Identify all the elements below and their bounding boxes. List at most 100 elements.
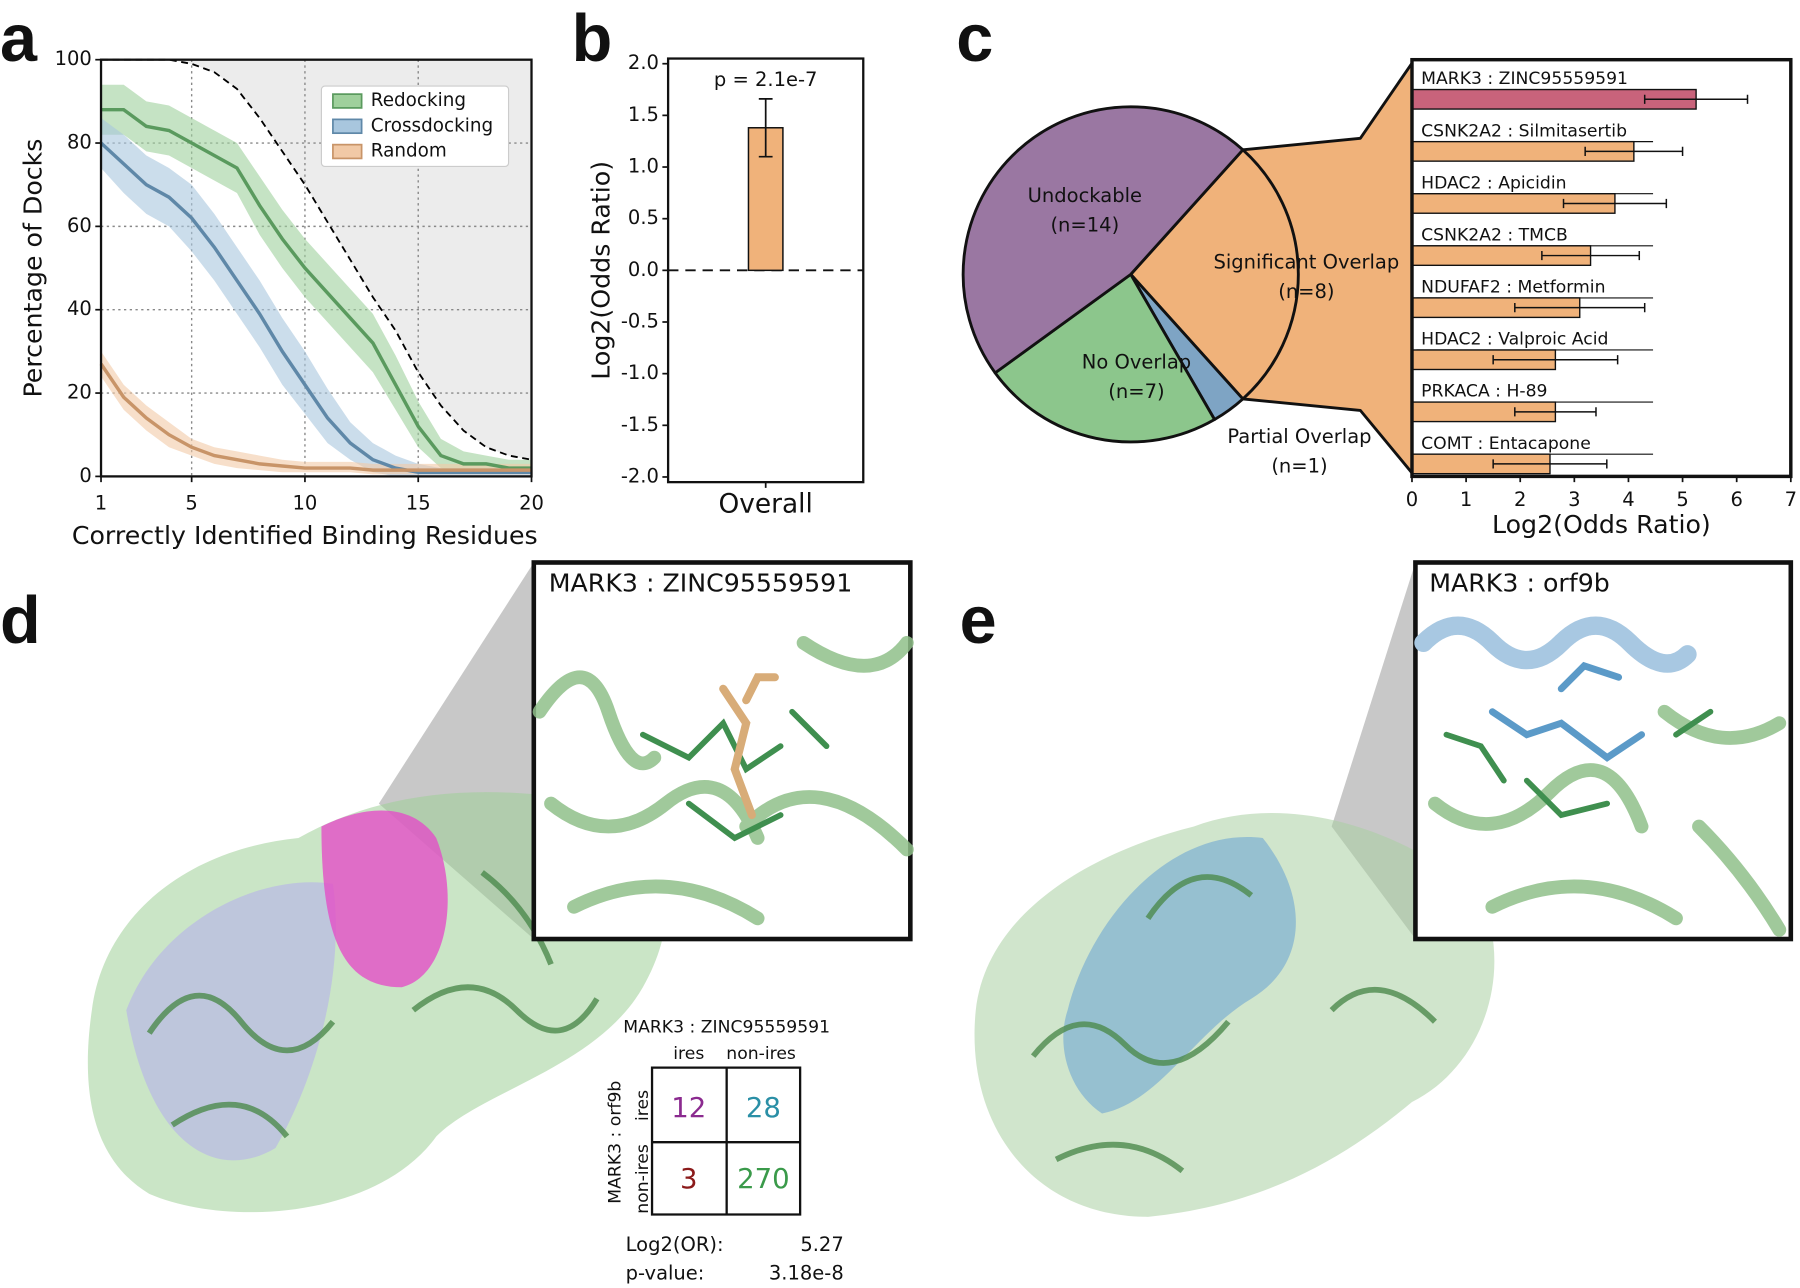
y-tick-label: 100 bbox=[55, 47, 92, 70]
slice-label: Significant Overlap bbox=[1213, 250, 1399, 273]
y-tick-label: 60 bbox=[67, 214, 92, 237]
error-bar bbox=[1492, 459, 1608, 469]
slice-label: Partial Overlap bbox=[1227, 425, 1371, 448]
column-header: ires bbox=[673, 1044, 704, 1064]
panel-label: c bbox=[956, 2, 993, 76]
x-tick-label: 20 bbox=[519, 491, 544, 514]
stat-value: 3.18e-8 bbox=[769, 1262, 844, 1285]
stat-value: 5.27 bbox=[800, 1233, 843, 1256]
slice-label: No Overlap bbox=[1082, 350, 1191, 373]
table-cell: 270 bbox=[737, 1163, 790, 1195]
inset-structure-e bbox=[1414, 616, 1787, 937]
slice-value-label: (n=8) bbox=[1278, 280, 1334, 303]
legend-swatch bbox=[332, 118, 363, 135]
error-bar bbox=[1541, 250, 1641, 261]
bar-label: PRKACA : H-89 bbox=[1421, 382, 1547, 402]
y-tick-label: 0.5 bbox=[628, 206, 659, 229]
table-title: MARK3 : ZINC95559591 bbox=[623, 1017, 830, 1037]
error-bar bbox=[1562, 198, 1668, 209]
y-tick-label: 0 bbox=[79, 464, 91, 487]
line bbox=[99, 362, 532, 472]
row-header: non-ires bbox=[633, 1144, 653, 1214]
error-bar bbox=[1492, 355, 1619, 365]
legend-swatch bbox=[332, 93, 363, 109]
x-tick-label: 5 bbox=[185, 491, 197, 514]
table-cell: 28 bbox=[746, 1092, 781, 1124]
x-tick-label: 1 bbox=[95, 491, 107, 514]
x-tick-label: 0 bbox=[1406, 488, 1418, 511]
inset-structure-d bbox=[532, 635, 914, 926]
pie-slice bbox=[961, 105, 1245, 375]
x-tick-label: 7 bbox=[1785, 488, 1797, 511]
protein-structure-e bbox=[974, 562, 1495, 1217]
error-bar bbox=[1514, 407, 1597, 417]
x-tick-label: 15 bbox=[406, 491, 431, 514]
contingency-table: MARK3 : ZINC95559591 ires non-ires MARK3… bbox=[605, 1017, 843, 1284]
x-tick-label: Overall bbox=[719, 489, 813, 520]
y-tick-label: 1.5 bbox=[628, 103, 659, 126]
slice-value-label: (n=14) bbox=[1050, 214, 1119, 237]
x-axis-label: Correctly Identified Binding Residues bbox=[72, 521, 538, 550]
error-bar bbox=[1643, 94, 1749, 104]
inset-title: MARK3 : orf9b bbox=[1429, 568, 1610, 597]
axes-frame bbox=[99, 58, 533, 478]
protein-structure-d bbox=[87, 562, 667, 1213]
confidence-band bbox=[101, 118, 532, 477]
y-axis-label: Log2(Odds Ratio) bbox=[587, 161, 616, 380]
y-tick-label: 2.0 bbox=[628, 51, 659, 74]
y-tick-label: 1.0 bbox=[628, 155, 659, 178]
slice-value-label: (n=1) bbox=[1271, 455, 1327, 478]
stat-label: p-value: bbox=[626, 1262, 705, 1285]
row-header: ires bbox=[633, 1090, 653, 1121]
pie-slice bbox=[993, 272, 1216, 444]
x-tick-label: 3 bbox=[1568, 488, 1580, 511]
bar-label: HDAC2 : Apicidin bbox=[1421, 173, 1566, 193]
bar-label: CSNK2A2 : Silmitasertib bbox=[1421, 121, 1627, 141]
x-tick-label: 5 bbox=[1676, 488, 1688, 511]
line bbox=[101, 107, 532, 470]
error-bar bbox=[1514, 303, 1646, 313]
bar-label: HDAC2 : Valproic Acid bbox=[1421, 330, 1608, 350]
legend-box bbox=[320, 85, 510, 168]
y-tick-label: 80 bbox=[67, 131, 92, 154]
inset-title: MARK3 : ZINC95559591 bbox=[549, 568, 853, 597]
bar-label: COMT : Entacapone bbox=[1421, 434, 1591, 454]
table-cell: 3 bbox=[680, 1163, 698, 1195]
inset-box bbox=[531, 560, 913, 942]
slice-label: Undockable bbox=[1028, 184, 1142, 207]
y-tick-label: 40 bbox=[67, 297, 92, 320]
y-tick-label: -1.0 bbox=[621, 361, 659, 384]
x-tick-label: 1 bbox=[1460, 488, 1472, 511]
y-tick-label: 0.0 bbox=[628, 258, 659, 281]
error-bar bbox=[1584, 146, 1684, 156]
error-bar bbox=[758, 97, 773, 158]
axes-frame bbox=[666, 57, 865, 484]
panel-label: d bbox=[0, 584, 41, 658]
row-title: MARK3 : orf9b bbox=[605, 1081, 625, 1204]
x-tick-label: 2 bbox=[1514, 488, 1526, 511]
x-axis-label: Log2(Odds Ratio) bbox=[1492, 510, 1711, 539]
annotation: p = 2.1e-7 bbox=[714, 68, 818, 91]
y-tick-label: -0.5 bbox=[621, 310, 659, 333]
legend-swatch bbox=[332, 143, 363, 160]
legend-label: Redocking bbox=[371, 90, 466, 111]
pie-slice bbox=[1129, 148, 1300, 401]
panel-label: e bbox=[960, 584, 997, 658]
axes-frame bbox=[1410, 57, 1793, 479]
x-tick-label: 10 bbox=[293, 491, 318, 514]
slice-value-label: (n=7) bbox=[1108, 380, 1164, 403]
bar-label: CSNK2A2 : TMCB bbox=[1421, 225, 1568, 245]
stat-label: Log2(OR): bbox=[626, 1233, 724, 1256]
column-header: non-ires bbox=[726, 1044, 796, 1064]
y-tick-label: 20 bbox=[67, 381, 92, 404]
y-axis-label: Percentage of Docks bbox=[18, 139, 47, 398]
panel-label: b bbox=[572, 2, 613, 76]
bar-label: MARK3 : ZINC95559591 bbox=[1421, 69, 1628, 89]
legend-label: Random bbox=[371, 141, 447, 162]
line bbox=[99, 141, 532, 474]
table-cell: 12 bbox=[671, 1092, 706, 1124]
y-tick-label: -2.0 bbox=[621, 464, 659, 487]
y-tick-label: -1.5 bbox=[621, 413, 659, 436]
